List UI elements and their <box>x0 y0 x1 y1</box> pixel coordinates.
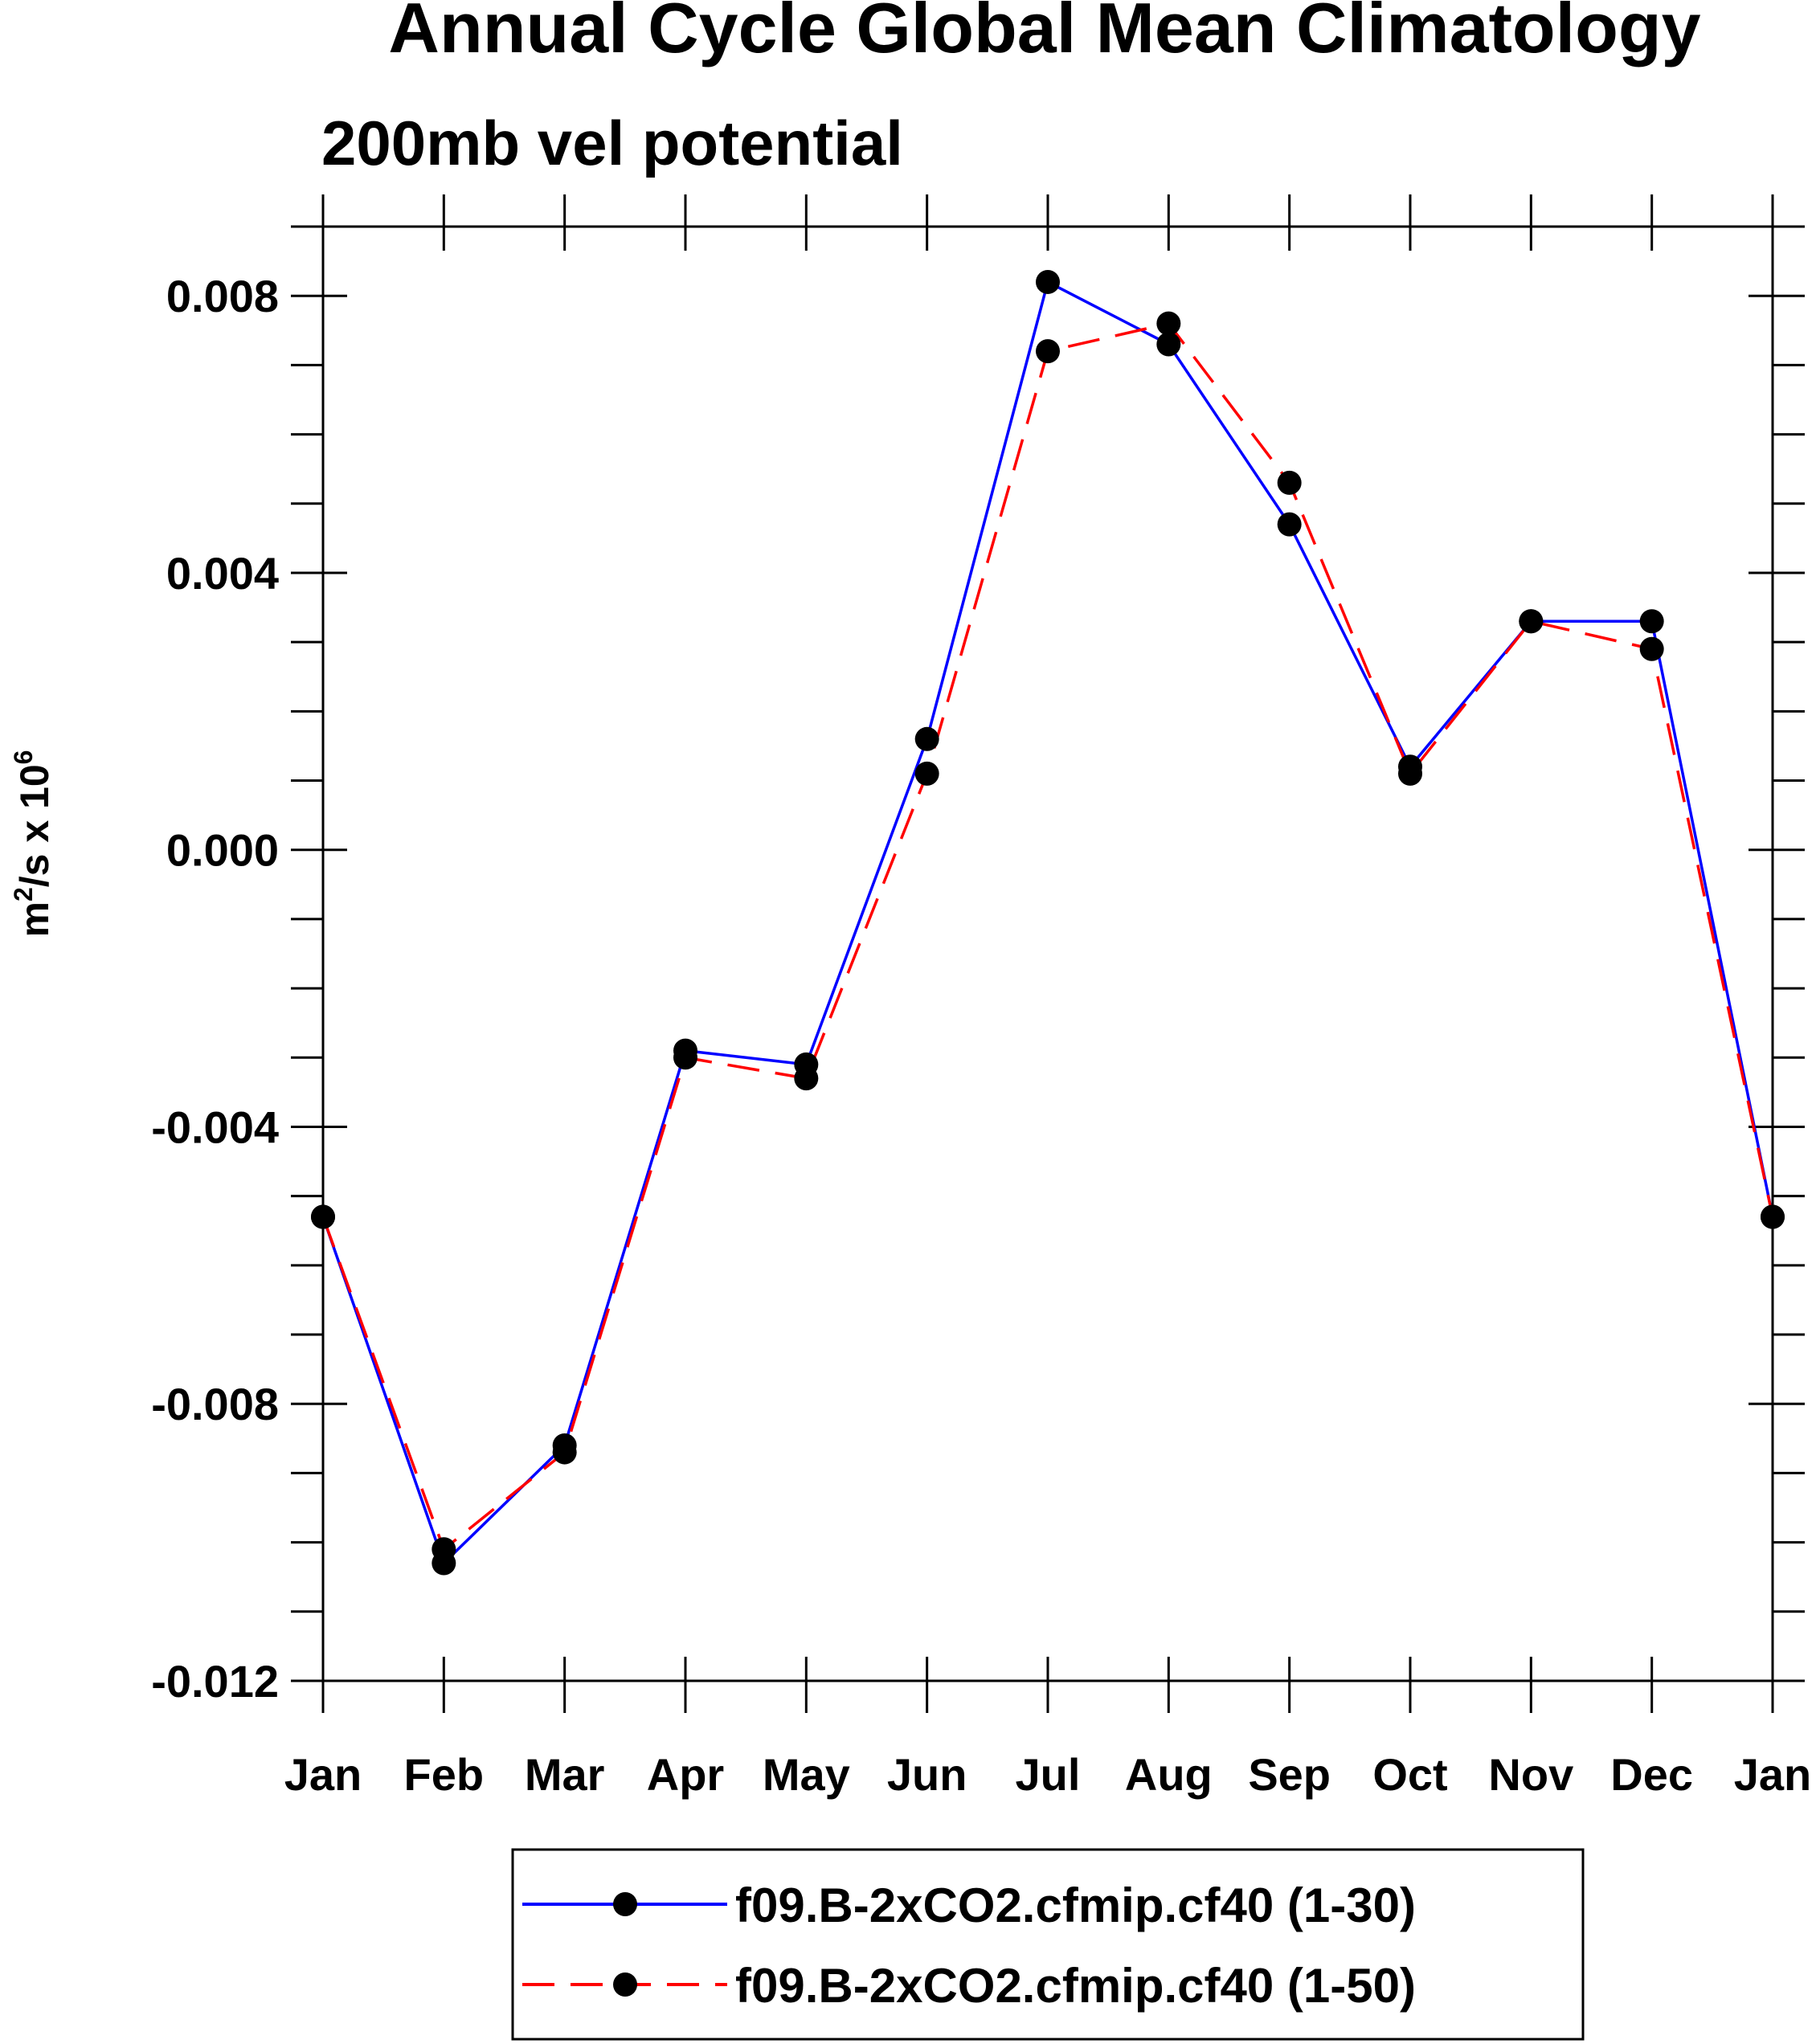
series-1-point-11 <box>1639 609 1664 634</box>
series-2-point-12 <box>1761 1204 1785 1229</box>
legend-box <box>511 1848 1585 2041</box>
series-2-point-7 <box>1156 311 1181 336</box>
series-1-point-8 <box>1277 512 1302 537</box>
legend: f09.B-2xCO2.cfmip.cf40 (1-30) f09.B-2xCO… <box>511 1848 1585 2041</box>
series-2-point-4 <box>794 1066 819 1091</box>
chart-title: Annual Cycle Global Mean Climatology <box>388 0 1700 67</box>
series-line-1 <box>321 280 1774 1566</box>
legend-marker-series-2 <box>613 1972 637 1997</box>
x-tick-label-0: Jan <box>284 1749 362 1800</box>
x-tick-label-5: Jun <box>887 1749 967 1800</box>
legend-label-series-1: f09.B-2xCO2.cfmip.cf40 (1-30) <box>735 1878 1416 1932</box>
x-tick-label-9: Oct <box>1372 1749 1447 1800</box>
legend-marker-series-1 <box>613 1892 637 1916</box>
y-tick-label-0: -0.012 <box>151 1656 279 1707</box>
series-1-point-6 <box>1036 269 1060 294</box>
series-2-point-5 <box>914 761 939 786</box>
x-tick-label-4: May <box>763 1749 850 1800</box>
series-2-point-6 <box>1036 339 1060 364</box>
y-axis-label: m2/s x 106 <box>9 750 57 938</box>
x-tick-label-12: Jan <box>1734 1749 1812 1800</box>
y-tick-label-4: 0.004 <box>166 548 279 599</box>
series-2-point-1 <box>432 1537 456 1562</box>
series-line-2 <box>321 321 1774 1552</box>
chart-subtitle: 200mb vel potential <box>321 108 903 178</box>
series-2-point-10 <box>1519 609 1544 634</box>
x-tick-label-6: Jul <box>1016 1749 1081 1800</box>
y-tick-label-5: 0.008 <box>166 271 279 321</box>
x-tick-label-1: Feb <box>404 1749 485 1800</box>
legend-label-series-2: f09.B-2xCO2.cfmip.cf40 (1-50) <box>735 1959 1416 2013</box>
y-tick-label-3: 0.000 <box>166 825 279 876</box>
series-2-point-2 <box>552 1440 577 1465</box>
series-2-point-11 <box>1639 636 1664 661</box>
plot-frame <box>321 225 1774 1682</box>
y-tick-label-1: -0.008 <box>151 1379 279 1429</box>
x-tick-label-2: Mar <box>525 1749 605 1800</box>
series-1-point-5 <box>914 726 939 751</box>
x-tick-label-3: Apr <box>647 1749 724 1800</box>
x-tick-label-7: Aug <box>1125 1749 1213 1800</box>
series-1-point-7 <box>1156 332 1181 357</box>
series-2-point-9 <box>1398 761 1422 786</box>
series-2-point-0 <box>311 1204 335 1229</box>
series-2-point-8 <box>1277 470 1302 495</box>
y-tick-label-2: -0.004 <box>151 1102 279 1152</box>
x-tick-label-11: Dec <box>1610 1749 1693 1800</box>
series-2-point-3 <box>673 1045 697 1070</box>
x-tick-label-8: Sep <box>1248 1749 1331 1800</box>
x-tick-label-10: Nov <box>1488 1749 1573 1800</box>
